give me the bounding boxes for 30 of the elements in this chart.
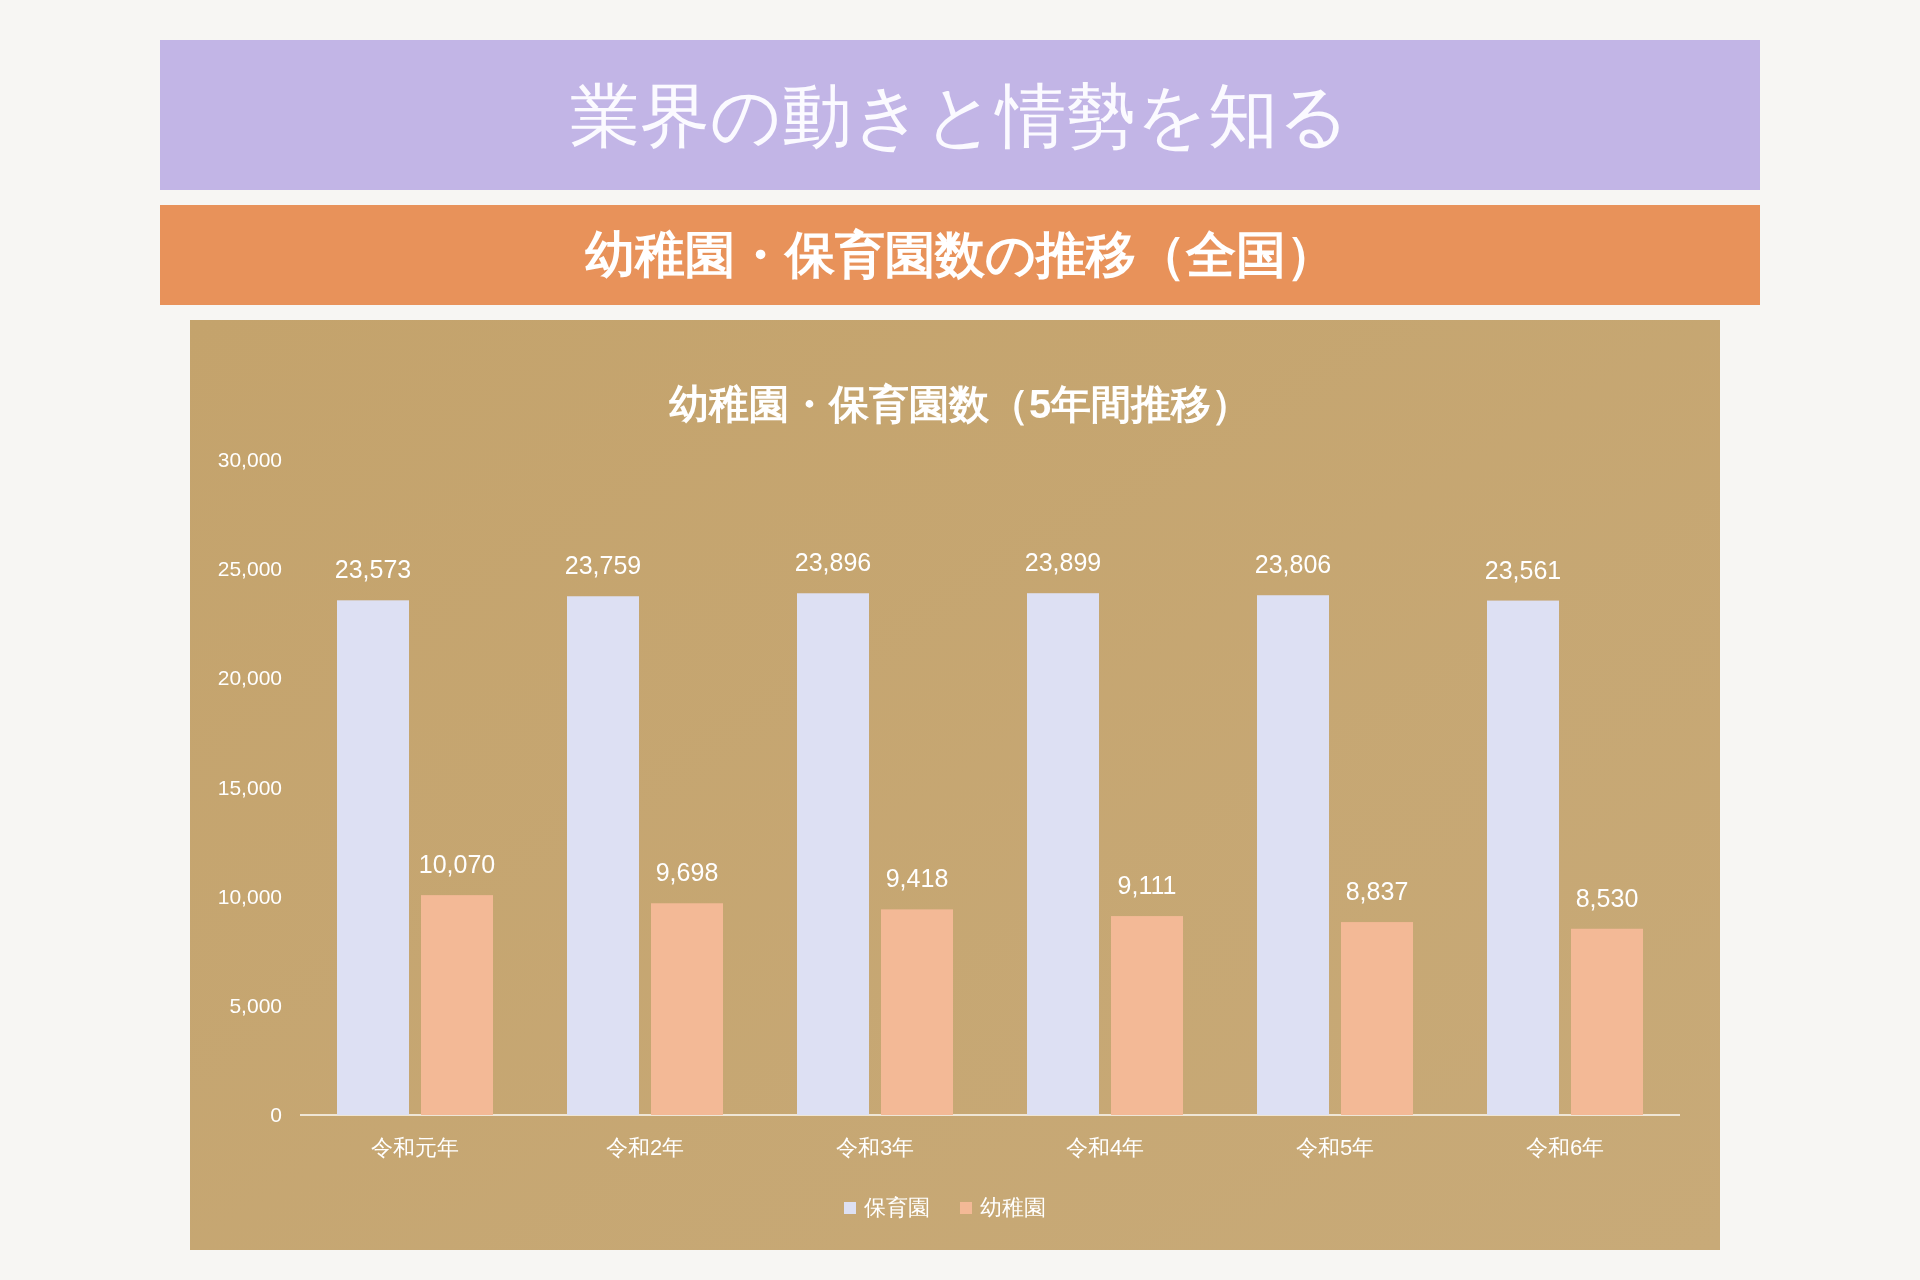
- title: 業界の動きと情勢を知る: [570, 78, 1350, 155]
- ytick: 10,000: [217, 884, 282, 908]
- chart-title: 幼稚園・保育園数（5年間推移）: [668, 382, 1252, 426]
- xtick: 令和4年: [1065, 1135, 1145, 1160]
- data-label: 23,896: [794, 548, 872, 577]
- xtick: 令和3年: [835, 1135, 915, 1160]
- ytick: 30,000: [217, 448, 282, 471]
- xtick: 令和2年: [605, 1135, 685, 1160]
- ytick: 0: [270, 1103, 282, 1126]
- data-label: 23,899: [1024, 548, 1102, 577]
- data-label: 23,573: [334, 555, 412, 584]
- ytick: 5,000: [229, 993, 282, 1017]
- data-label: 23,561: [1484, 555, 1562, 584]
- subtitle: 幼稚園・保育園数の推移（全国）: [584, 227, 1336, 283]
- data-label: 10,070: [418, 850, 496, 879]
- xtick: 令和5年: [1295, 1135, 1375, 1160]
- ytick: 15,000: [217, 775, 282, 799]
- ytick: 20,000: [217, 666, 282, 690]
- xtick: 令和6年: [1525, 1135, 1605, 1160]
- data-label: 8,530: [1575, 883, 1639, 912]
- data-label: 9,418: [885, 864, 949, 893]
- data-label: 23,759: [564, 551, 642, 580]
- legend-label: 保育園: [864, 1195, 930, 1220]
- xtick: 令和元年: [371, 1135, 459, 1160]
- data-label: 8,837: [1345, 877, 1409, 906]
- ytick: 25,000: [217, 557, 282, 581]
- data-label: 23,806: [1254, 550, 1332, 579]
- data-label: 9,698: [655, 858, 719, 887]
- data-label: 9,111: [1117, 871, 1177, 900]
- legend-label: 幼稚園: [980, 1195, 1046, 1220]
